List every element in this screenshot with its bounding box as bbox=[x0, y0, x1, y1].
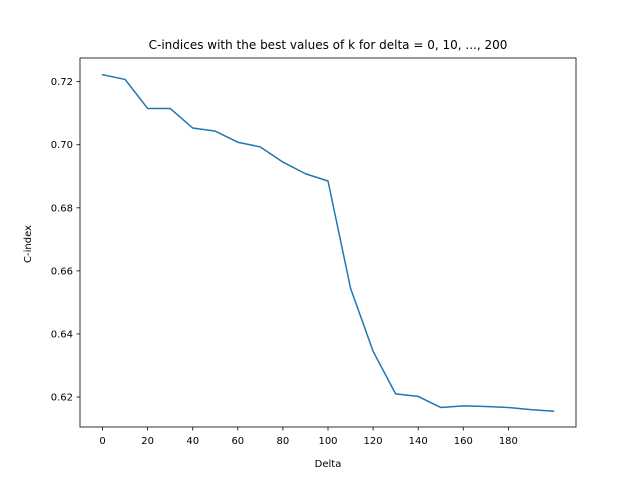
x-tick-label: 60 bbox=[231, 436, 244, 447]
x-tick-label: 100 bbox=[318, 436, 337, 447]
x-tick-label: 120 bbox=[364, 436, 383, 447]
series-line-0 bbox=[101, 73, 555, 413]
y-tick-label: 0.72 bbox=[51, 77, 73, 88]
plot-area: 0 20 40 60 80 100 120 140 160 180 0.62 0.64 0.66 0.68… bbox=[51, 57, 577, 447]
y-axis-label: C-index bbox=[23, 225, 34, 263]
x-tick-label: 20 bbox=[141, 436, 154, 447]
x-tick-label: 180 bbox=[499, 436, 518, 447]
x-tick-label: 80 bbox=[277, 436, 290, 447]
y-tick-label: 0.68 bbox=[51, 203, 73, 214]
x-tick-label: 0 bbox=[99, 436, 105, 447]
y-tick-label: 0.66 bbox=[51, 266, 73, 277]
x-tick-label: 40 bbox=[186, 436, 199, 447]
x-tick-label: 160 bbox=[454, 436, 473, 447]
x-tick-label: 140 bbox=[409, 436, 428, 447]
y-tick-label: 0.64 bbox=[51, 329, 73, 340]
y-tick-label: 0.62 bbox=[51, 393, 73, 404]
y-tick-label: 0.70 bbox=[51, 140, 73, 151]
chart-title: C-indices with the best values of k for … bbox=[149, 38, 508, 52]
x-axis-label: Delta bbox=[315, 459, 342, 470]
